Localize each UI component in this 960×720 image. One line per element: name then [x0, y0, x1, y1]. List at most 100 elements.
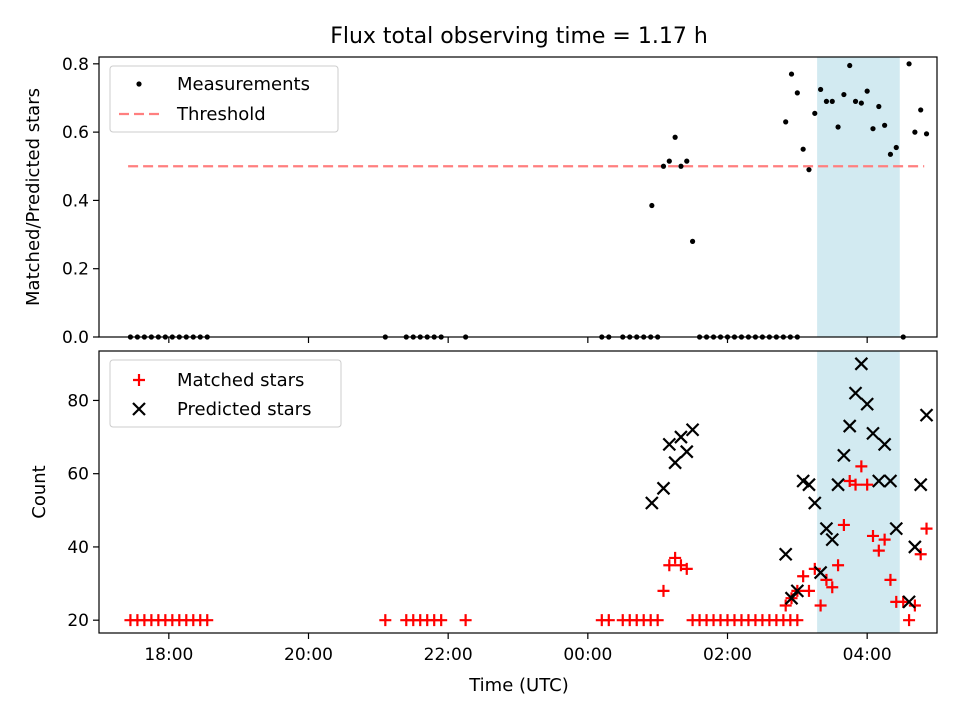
top-y-ticks: 0.0 0.2 0.4 0.6 0.8	[62, 55, 99, 348]
predicted-star-point	[679, 444, 694, 459]
predicted-star-point	[808, 496, 822, 510]
predicted-star-point	[860, 397, 874, 411]
predicted-star-point	[848, 386, 863, 400]
bottom-x-ticks: 18:00 20:00 22:00 00:00 02:00 04:00	[144, 633, 892, 665]
measurement-point	[689, 238, 696, 244]
matched-star-point	[435, 614, 448, 627]
predicted-star-point	[662, 437, 677, 452]
measurement-point	[829, 98, 835, 104]
x-axis-label: Time (UTC)	[468, 675, 569, 696]
measurement-point	[684, 158, 690, 164]
predicted-star-point	[831, 477, 845, 492]
measurement-point	[882, 122, 888, 128]
top-axes-frame	[98, 56, 938, 338]
measurement-point	[876, 103, 882, 110]
x-tick-label: 22:00	[424, 645, 473, 665]
y-tick-label: 60	[67, 465, 89, 485]
measurement-point	[835, 124, 841, 130]
matched-star-point	[884, 573, 897, 586]
matched-star-point	[866, 529, 879, 542]
matched-star-point	[201, 614, 214, 627]
y-tick-label: 20	[67, 611, 89, 631]
measurement-point	[800, 146, 806, 152]
predicted-star-point	[913, 477, 928, 492]
matched-star-point	[663, 559, 676, 572]
matched-star-point	[657, 584, 670, 597]
predicted-star-point	[645, 496, 659, 510]
matched-star-point	[872, 544, 885, 557]
measurement-point	[660, 163, 667, 169]
predicted-star-point	[674, 430, 688, 444]
matched-star-point	[808, 562, 821, 575]
matched-star-point	[914, 548, 927, 561]
measurement-point	[858, 100, 864, 106]
measurement-point	[812, 110, 818, 116]
y-tick-label: 0.8	[62, 55, 89, 75]
predicted-star-point	[866, 426, 880, 441]
predicted-star-point	[656, 481, 671, 496]
matched-star-point	[855, 460, 868, 473]
predicted-star-point	[819, 521, 834, 536]
predicted-star-point	[889, 521, 904, 536]
matched-star-point	[814, 599, 827, 612]
matched-star-point	[837, 518, 850, 531]
y-tick-label: 0.6	[62, 123, 89, 143]
measurement-point	[847, 62, 853, 69]
measurement-point	[906, 61, 912, 67]
top-highlight-band	[817, 57, 900, 337]
predicted-star-point	[825, 532, 840, 547]
x-tick-label: 04:00	[843, 645, 892, 665]
top-y-axis-label: Matched/Predicted stars	[23, 88, 44, 306]
legend-measurements-label: Measurements	[177, 74, 310, 95]
predicted-star-point	[872, 474, 886, 488]
matched-star-point	[826, 581, 839, 594]
matched-star-point	[797, 570, 810, 583]
predicted-star-point	[877, 437, 892, 452]
measurement-point	[864, 88, 870, 94]
matched-stars-points	[124, 460, 933, 627]
measurement-point	[823, 98, 830, 104]
measurement-point	[678, 163, 684, 169]
legend-measurements-marker	[136, 81, 142, 87]
bottom-legend-box	[109, 359, 342, 428]
y-tick-label: 0.2	[62, 260, 89, 280]
y-tick-label: 40	[67, 538, 89, 558]
matched-star-point	[903, 614, 916, 627]
measurement-point	[893, 144, 899, 151]
matched-star-point	[459, 614, 472, 627]
bottom-highlight-band	[817, 351, 900, 633]
predicted-star-point	[883, 474, 898, 488]
legend-threshold-label: Threshold	[176, 104, 266, 125]
matched-star-point	[669, 551, 682, 564]
predicted-star-point	[802, 477, 816, 492]
chart-title: Flux total observing time = 1.17 h	[330, 24, 708, 49]
x-tick-label: 20:00	[284, 645, 333, 665]
predicted-star-point	[813, 565, 828, 580]
predicted-star-point	[908, 540, 922, 554]
measurement-point	[818, 86, 824, 93]
legend-matched-marker	[133, 374, 145, 386]
x-tick-label: 00:00	[563, 645, 612, 665]
y-tick-label: 0.4	[62, 191, 89, 211]
bottom-y-ticks: 20 40 60 80	[67, 391, 99, 631]
y-tick-label: 80	[67, 391, 89, 411]
matched-star-point	[791, 614, 804, 627]
predicted-star-point	[842, 419, 857, 433]
x-tick-label: 18:00	[144, 645, 193, 665]
measurement-point	[672, 134, 678, 140]
legend-predicted-marker	[132, 402, 146, 416]
measurement-point	[870, 126, 876, 132]
top-x-ticks	[168, 337, 868, 343]
matched-star-point	[379, 614, 392, 627]
y-tick-label: 0.0	[62, 328, 89, 348]
matched-star-point	[897, 595, 910, 608]
matched-star-point	[820, 573, 833, 586]
matched-star-point	[779, 599, 792, 612]
measurement-point	[918, 107, 924, 113]
matched-star-point	[861, 478, 874, 491]
predicted-star-point	[668, 455, 682, 470]
matched-star-point	[832, 559, 845, 572]
x-tick-label: 02:00	[703, 645, 752, 665]
